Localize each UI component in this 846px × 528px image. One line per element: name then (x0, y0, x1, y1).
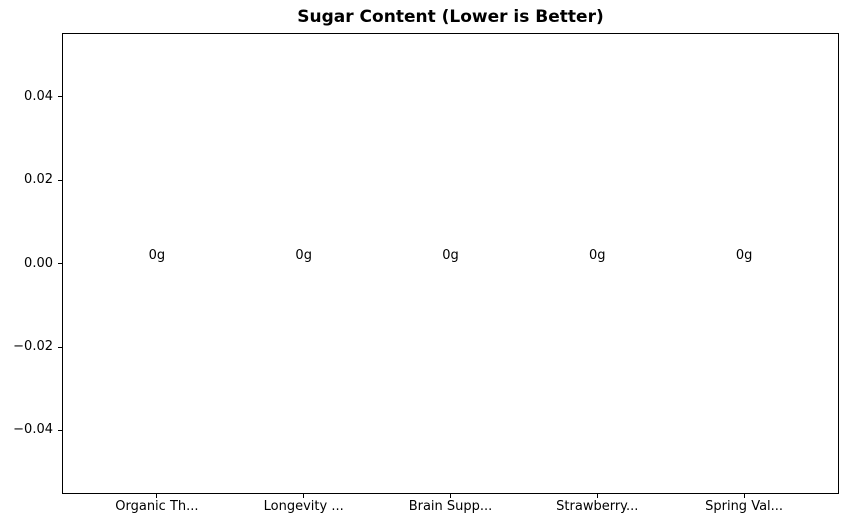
y-tick-label: −0.02 (13, 339, 53, 354)
y-tick-label: 0.04 (24, 88, 53, 104)
y-tick-label: −0.04 (13, 422, 53, 438)
bar-value-label: 0g (295, 247, 312, 263)
x-tick-label: Organic Th... (115, 499, 199, 514)
y-tick-label: 0.00 (24, 255, 53, 271)
bar-value-label: 0g (589, 247, 606, 263)
x-tick-mark (596, 494, 598, 498)
y-tick-mark (58, 263, 62, 264)
y-tick-mark (58, 429, 62, 431)
x-tick-mark (303, 494, 305, 498)
bar-value-label: 0g (442, 247, 459, 263)
x-tick-label: Strawberry... (556, 499, 639, 514)
chart-title: Sugar Content (Lower is Better) (297, 7, 604, 27)
x-tick-label: Longevity ... (263, 499, 344, 514)
x-tick-mark (743, 494, 745, 498)
plot-area: 0.04 0.02 0.00 −0.02 −0.04 Organic Th... 0g Lon… (13, 33, 839, 514)
x-tick-label: Brain Supp... (408, 499, 493, 514)
y-tick-label: 0.02 (24, 172, 53, 187)
bar-value-label: 0g (735, 247, 753, 263)
bar-value-label: 0g (148, 247, 166, 263)
x-tick-label: Spring Val... (705, 499, 784, 514)
y-tick-mark (58, 96, 62, 98)
y-tick-mark (58, 346, 62, 348)
x-tick-mark (450, 494, 451, 498)
x-tick-mark (156, 494, 158, 498)
y-tick-mark (58, 179, 62, 181)
